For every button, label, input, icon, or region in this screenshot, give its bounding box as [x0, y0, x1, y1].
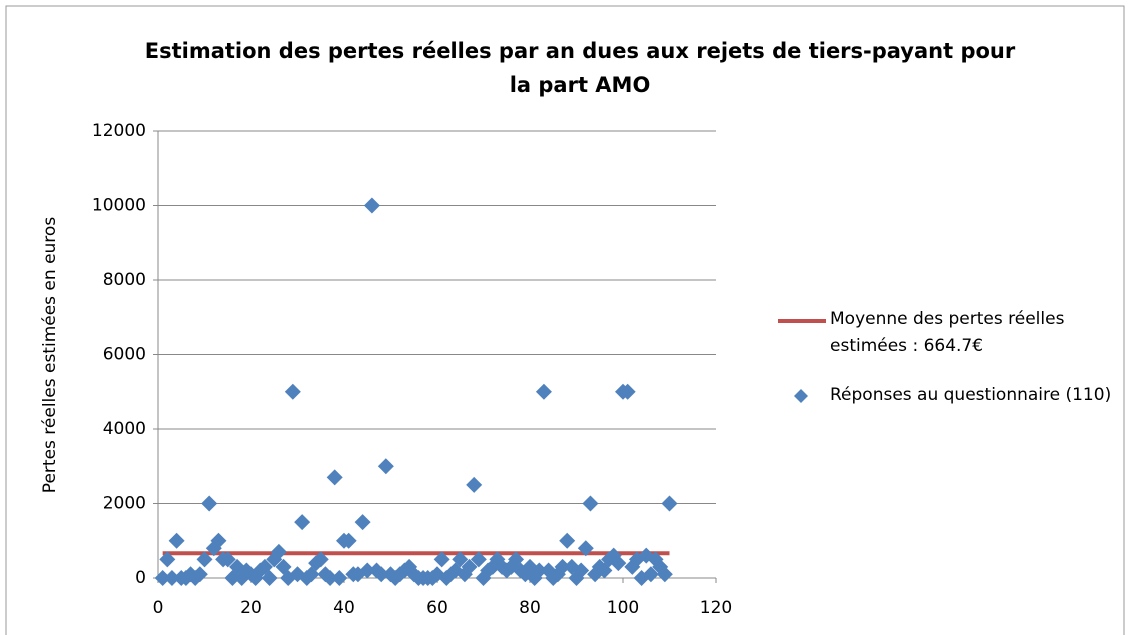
- data-point: [661, 495, 678, 512]
- data-point: [191, 566, 208, 583]
- data-point: [377, 458, 394, 475]
- data-point: [168, 532, 185, 549]
- x-tick-label: 40: [333, 598, 355, 618]
- data-point: [163, 570, 180, 586]
- data-point: [573, 562, 590, 579]
- data-point: [196, 551, 213, 568]
- y-tick-label: 8000: [103, 270, 146, 290]
- data-point: [642, 566, 659, 583]
- data-point: [312, 551, 329, 568]
- data-point: [433, 551, 450, 568]
- data-point: [582, 495, 599, 512]
- data-point: [354, 514, 371, 531]
- y-tick-label: 2000: [103, 494, 146, 514]
- data-point: [201, 495, 218, 512]
- data-point: [466, 476, 483, 493]
- data-point: [340, 532, 357, 549]
- data-point: [461, 558, 478, 575]
- data-point: [322, 570, 339, 586]
- x-tick-label: 120: [700, 598, 732, 618]
- x-tick-label: 20: [240, 598, 262, 618]
- y-tick-label: 4000: [103, 419, 146, 439]
- data-point: [559, 532, 576, 549]
- data-point: [219, 551, 236, 568]
- x-tick-label: 60: [426, 598, 448, 618]
- y-axis-label: Pertes réelles estimées en euros: [40, 217, 60, 494]
- x-tick-label: 100: [607, 598, 639, 618]
- x-tick-label: 80: [519, 598, 541, 618]
- data-point: [326, 469, 343, 486]
- y-tick-label: 6000: [103, 345, 146, 365]
- data-point: [577, 540, 594, 557]
- x-tick-label: 0: [153, 598, 164, 618]
- data-point: [210, 532, 227, 549]
- data-point: [619, 383, 636, 400]
- data-point: [154, 570, 171, 586]
- legend-entry: Réponses au questionnaire (110): [830, 385, 1112, 405]
- data-point: [503, 558, 520, 575]
- data-point: [359, 562, 376, 579]
- data-point: [531, 562, 548, 579]
- chart-title: Estimation des pertes réelles par an due…: [144, 39, 1016, 97]
- data-point: [535, 383, 552, 400]
- data-point: [270, 543, 287, 560]
- data-point: [470, 551, 487, 568]
- data-point: [656, 566, 673, 583]
- y-tick-label: 12000: [92, 121, 146, 141]
- y-tick-label: 10000: [92, 196, 146, 216]
- legend-marker: [794, 389, 808, 403]
- y-tick-label: 0: [135, 568, 146, 588]
- data-point: [554, 558, 571, 575]
- data-point: [610, 555, 627, 572]
- data-point: [452, 551, 469, 568]
- data-point: [159, 551, 176, 568]
- data-point: [373, 566, 390, 583]
- legend-entry: Moyenne des pertes réelles estimées : 66…: [830, 309, 1065, 356]
- data-point: [294, 514, 311, 531]
- data-point: [363, 197, 380, 214]
- chart-border: [5, 5, 1125, 635]
- data-point: [261, 570, 278, 586]
- data-point: [284, 383, 301, 400]
- data-point: [331, 570, 348, 586]
